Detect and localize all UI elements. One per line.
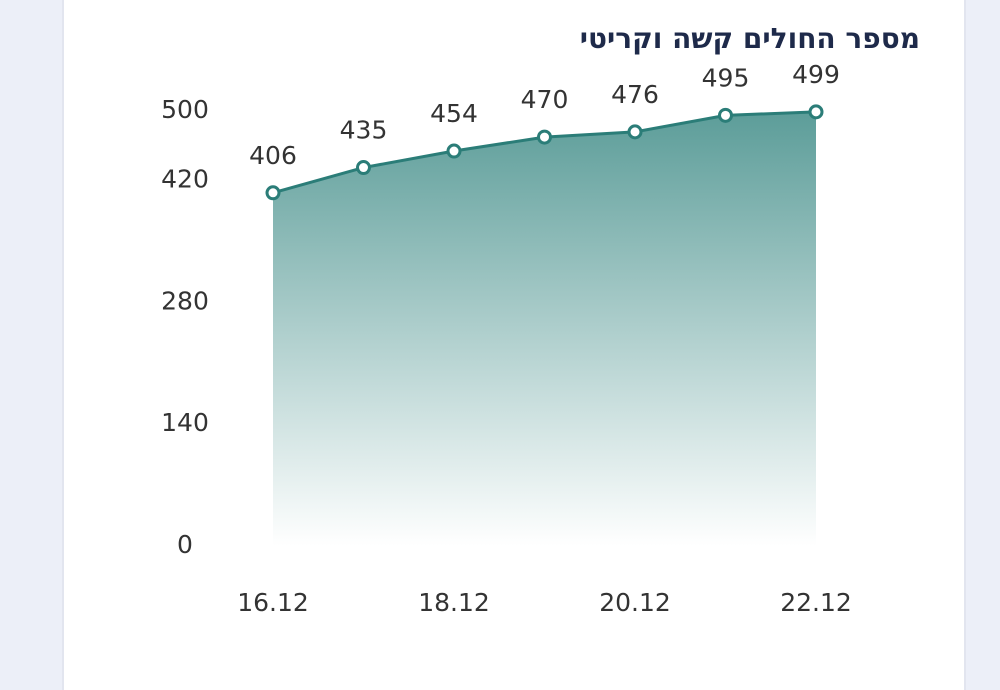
y-tick-label: 420 (161, 165, 209, 194)
point (265, 185, 281, 201)
page: מספר החולים קשה וקריטי 0 140 280 420 500 16.1… (62, 0, 966, 690)
value-label: 499 (792, 60, 840, 89)
point (356, 160, 371, 176)
area (273, 111, 816, 547)
point (808, 104, 824, 120)
point (537, 129, 552, 145)
value-label: 470 (521, 85, 569, 114)
y-tick-label: 500 (161, 95, 209, 124)
chart-title: מספר החולים קשה וקריטי (579, 22, 920, 55)
value-label: 435 (340, 116, 388, 145)
x-tick-label: 18.12 (418, 588, 490, 617)
value-label: 476 (611, 80, 659, 109)
y-tick-label: 280 (161, 286, 209, 315)
x-tick-label: 20.12 (599, 588, 671, 617)
chart: 0 140 280 420 500 16.12 18.12 20.12 22.12 406 435 4… (161, 60, 852, 617)
y-tick-label: 0 (177, 530, 193, 559)
point (627, 124, 643, 140)
value-label: 406 (249, 141, 297, 170)
point (446, 143, 462, 159)
x-tick-label: 16.12 (237, 588, 309, 617)
point (718, 107, 733, 123)
value-label: 454 (430, 99, 478, 128)
value-label: 495 (702, 63, 750, 92)
x-tick-label: 22.12 (780, 588, 852, 617)
y-tick-label: 140 (161, 408, 209, 437)
